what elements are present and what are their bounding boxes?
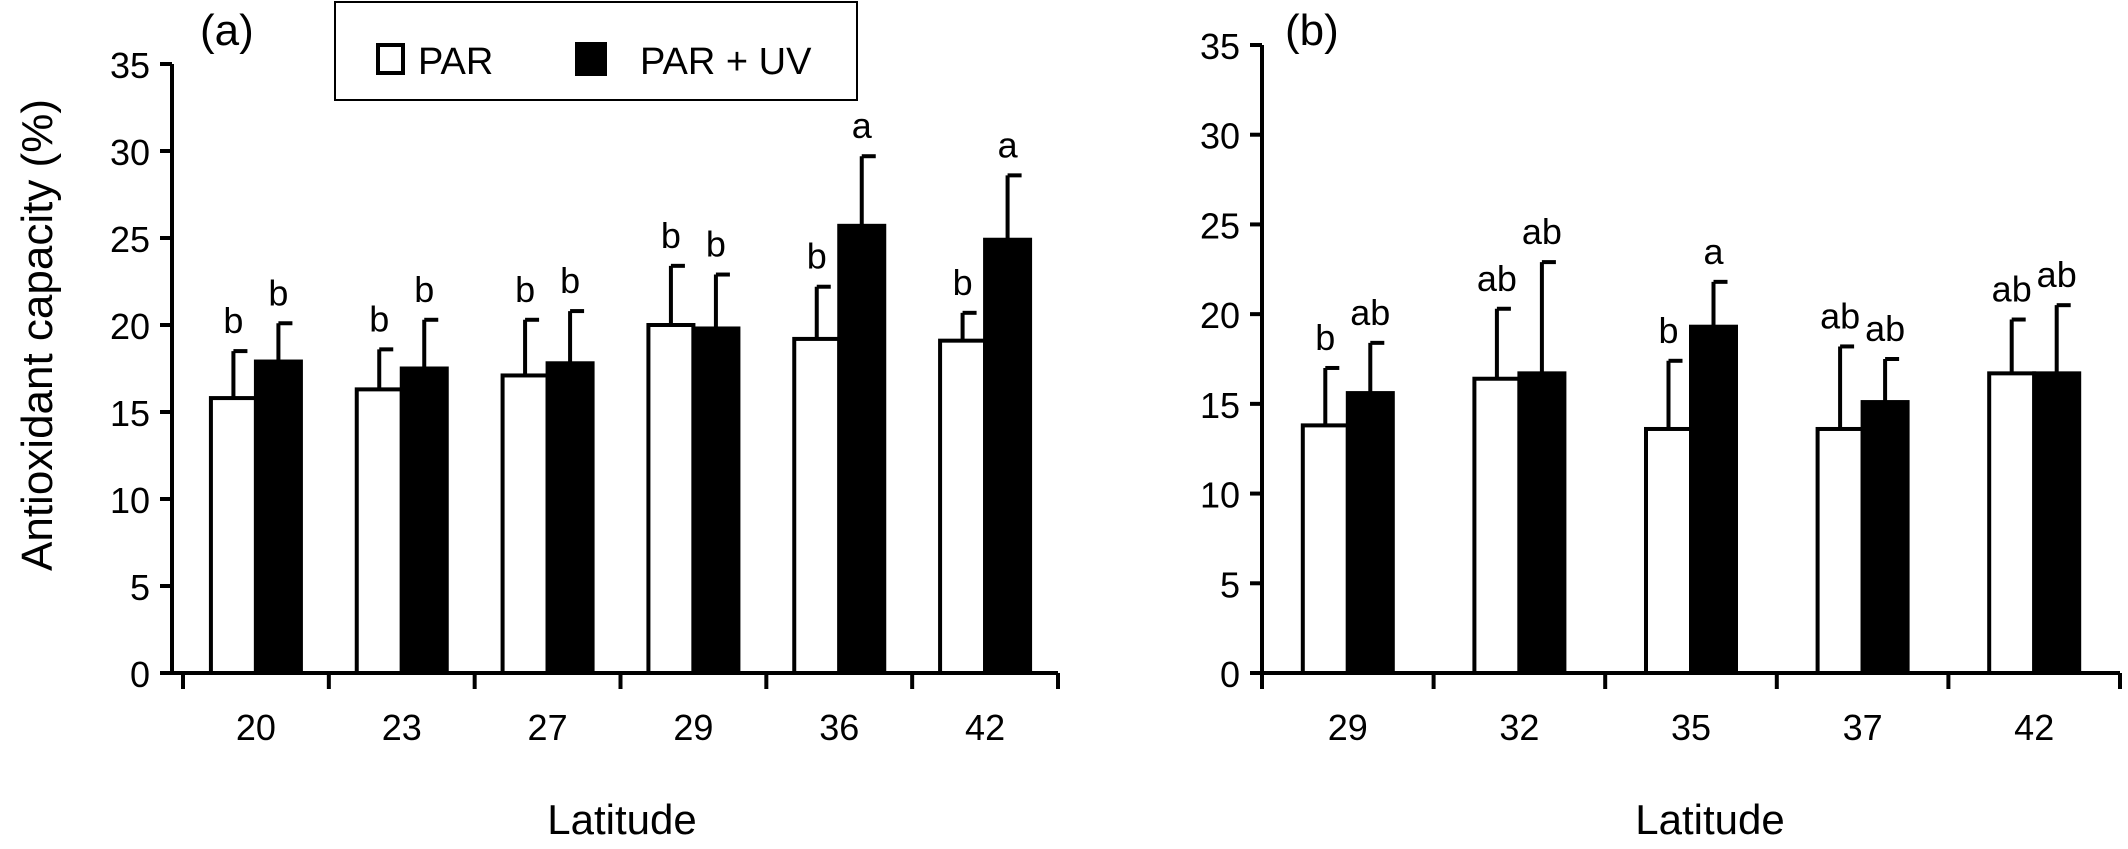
- significance-letter: ab: [1865, 308, 1905, 349]
- y-tick-label: 20: [110, 306, 150, 347]
- panel-a-label: (a): [200, 6, 254, 55]
- bar-par: [792, 336, 842, 675]
- y-tick-label: 35: [110, 45, 150, 86]
- significance-letter: ab: [1992, 269, 2032, 310]
- significance-letter: b: [706, 224, 726, 265]
- significance-letter: ab: [2037, 254, 2077, 295]
- significance-letter: a: [998, 124, 1019, 165]
- panel-b-label: (b): [1285, 6, 1339, 55]
- significance-letter: b: [807, 236, 827, 277]
- y-tick-label: 0: [1220, 654, 1240, 695]
- bar-par-uv: [253, 359, 303, 675]
- x-tick-label: 36: [819, 707, 859, 748]
- legend-swatch-par-uv: [575, 42, 607, 76]
- y-tick-label: 15: [110, 393, 150, 434]
- panel-a-x-axis-title: Latitude: [547, 796, 696, 843]
- bar-par: [938, 338, 988, 675]
- x-tick-label: 23: [382, 707, 422, 748]
- legend-swatch-par: [376, 43, 405, 75]
- bar-par-uv: [983, 237, 1033, 676]
- significance-letter: b: [268, 272, 288, 313]
- y-tick-label: 30: [1200, 116, 1240, 157]
- x-tick-label: 35: [1671, 707, 1711, 748]
- legend-label-par-uv: PAR + UV: [640, 41, 812, 83]
- bar-par: [500, 373, 550, 675]
- panel-a: (a) Antioxidant capacity (%) Latitude PA…: [13, 1, 1060, 843]
- significance-letter: b: [661, 215, 681, 256]
- significance-letter: a: [852, 105, 873, 146]
- x-tick-label: 32: [1499, 707, 1539, 748]
- significance-letter: b: [953, 262, 973, 303]
- bar-par: [1644, 426, 1693, 675]
- bar-par-uv: [1860, 400, 1910, 675]
- x-tick-label: 42: [965, 707, 1005, 748]
- y-tick-label: 5: [1220, 564, 1240, 605]
- panel-b: (b) Latitude 05101520253035bab29abab32ba…: [1200, 6, 2122, 843]
- bar-par: [646, 323, 696, 675]
- y-tick-label: 30: [110, 132, 150, 173]
- bar-par: [354, 387, 404, 675]
- y-tick-label: 35: [1200, 26, 1240, 67]
- y-tick-label: 20: [1200, 295, 1240, 336]
- bar-par-uv: [399, 366, 449, 675]
- x-tick-label: 37: [1843, 707, 1883, 748]
- panel-a-y-axis-title: Antioxidant capacity (%): [13, 99, 62, 571]
- bar-par-uv: [545, 361, 595, 675]
- x-tick-label: 27: [528, 707, 568, 748]
- x-tick-label: 29: [673, 707, 713, 748]
- significance-letter: ab: [1522, 211, 1562, 252]
- y-tick-label: 25: [1200, 205, 1240, 246]
- bar-par-uv: [2032, 371, 2082, 675]
- bar-par: [208, 396, 258, 675]
- y-tick-label: 5: [130, 567, 150, 608]
- bar-par: [1300, 423, 1350, 676]
- bar-par-uv: [1689, 324, 1738, 675]
- significance-letter: b: [1315, 317, 1335, 358]
- significance-letter: b: [515, 269, 535, 310]
- bar-par-uv: [1517, 371, 1567, 675]
- legend: PAR PAR + UV: [334, 1, 858, 101]
- significance-letter: ab: [1477, 258, 1517, 299]
- x-tick-label: 29: [1328, 707, 1368, 748]
- significance-letter: b: [414, 269, 434, 310]
- y-tick-label: 0: [130, 654, 150, 695]
- bar-par: [1472, 376, 1522, 675]
- bar-par-uv: [1345, 391, 1395, 675]
- y-tick-label: 10: [110, 480, 150, 521]
- bar-par-uv: [837, 223, 887, 675]
- bar-par-uv: [691, 326, 741, 675]
- y-tick-label: 15: [1200, 385, 1240, 426]
- significance-letter: b: [1658, 310, 1678, 351]
- significance-letter: b: [369, 298, 389, 339]
- significance-letter: ab: [1820, 295, 1860, 336]
- significance-letter: b: [223, 300, 243, 341]
- x-tick-label: 42: [2014, 707, 2054, 748]
- bar-par: [1815, 426, 1865, 675]
- panel-b-x-axis-title: Latitude: [1635, 796, 1784, 843]
- significance-letter: ab: [1350, 292, 1390, 333]
- y-tick-label: 25: [110, 219, 150, 260]
- legend-label-par: PAR: [418, 41, 493, 83]
- bar-par: [1987, 371, 2037, 675]
- x-tick-label: 20: [236, 707, 276, 748]
- significance-letter: a: [1703, 231, 1724, 272]
- y-tick-label: 10: [1200, 475, 1240, 516]
- significance-letter: b: [560, 260, 580, 301]
